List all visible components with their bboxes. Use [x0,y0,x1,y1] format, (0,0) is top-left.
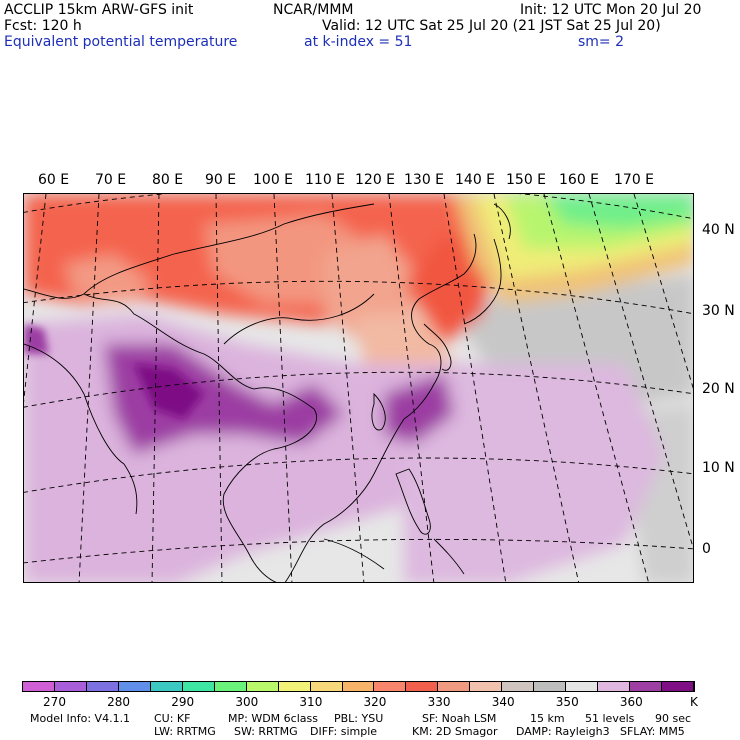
latitude-label: 10 N [702,460,735,476]
colorbar-tick-label: 320 [363,695,387,709]
model-info-item: Model Info: V4.1.1 [30,712,131,725]
colorbar-tick-label: 280 [107,695,131,709]
colorbar-segment [278,682,311,691]
longitude-label: 150 E [506,172,547,188]
longitude-label: 130 E [404,172,445,188]
colorbar-segment [470,682,503,691]
colorbar-segment [502,682,535,691]
model-info-item: 90 sec [655,712,692,725]
model-info-item: CU: KF [154,712,191,725]
organization: NCAR/MMM [273,2,354,18]
model-info-item: DIFF: simple [310,725,378,738]
longitude-label: 80 E [152,172,184,188]
colorbar [22,681,695,692]
forecast-hour: Fcst: 120 h [4,18,82,34]
coastlines [24,203,511,582]
colorbar-segment [566,682,599,691]
colorbar-segment [374,682,407,691]
colorbar-segment [630,682,663,691]
longitude-label: 140 E [455,172,496,188]
init-time: Init: 12 UTC Mon 20 Jul 20 [520,2,702,18]
model-info-item: PBL: YSU [334,712,384,725]
valid-time: Valid: 12 UTC Sat 25 Jul 20 (21 JST Sat … [322,18,661,34]
model-info-item: MP: WDM 6class [228,712,318,725]
colorbar-tick-label: 340 [491,695,515,709]
model-info-item: SF: Noah LSM [422,712,497,725]
colorbar-tick-label: 350 [555,695,579,709]
longitude-label: 120 E [355,172,396,188]
colorbar-segment [150,682,183,691]
colorbar-segment [54,682,87,691]
model-info-item: SW: RRTMG [234,725,298,738]
graticule [24,194,693,582]
colorbar-segment [118,682,151,691]
latitude-label: 20 N [702,381,735,397]
model-title: ACCLIP 15km ARW-GFS init [4,2,194,18]
colorbar-segment [182,682,215,691]
map-panel [23,193,694,583]
colorbar-unit: K [690,695,698,709]
latitude-label: 40 N [702,222,735,238]
smoothing-info: sm= 2 [578,34,625,50]
longitude-label: 90 E [205,172,237,188]
model-info-item: 15 km [530,712,565,725]
colorbar-segment [438,682,471,691]
colorbar-segment [406,682,439,691]
model-info-item: SFLAY: MM5 [620,725,685,738]
colorbar-segment [23,682,55,691]
model-info-item: DAMP: Rayleigh3 [516,725,610,738]
colorbar-tick-label: 360 [619,695,643,709]
colorbar-tick-label: 330 [427,695,451,709]
colorbar-tick-label: 300 [235,695,259,709]
model-info-item: 51 levels [585,712,635,725]
colorbar-segment [534,682,567,691]
colorbar-tick-label: 270 [43,695,66,709]
colorbar-tick-label: 310 [299,695,323,709]
level-info: at k-index = 51 [304,34,413,50]
colorbar-tick-label: 290 [171,695,195,709]
latitude-label: 30 N [702,303,735,319]
equivalent-potential-temperature-map [24,194,693,582]
longitude-label: 70 E [95,172,127,188]
longitude-label: 100 E [253,172,294,188]
model-info-item: KM: 2D Smagor [412,725,498,738]
colorbar-segment [310,682,343,691]
latitude-label: 0 [702,541,711,557]
colorbar-segment [86,682,119,691]
longitude-label: 60 E [38,172,70,188]
colorbar-segment [214,682,247,691]
longitude-label: 110 E [305,172,346,188]
colorbar-segment [598,682,631,691]
colorbar-segment [662,682,695,691]
colorbar-segment [246,682,279,691]
model-info-item: LW: RRTMG [154,725,216,738]
longitude-label: 170 E [614,172,655,188]
colorbar-segment [342,682,375,691]
longitude-label: 160 E [559,172,600,188]
field-name: Equivalent potential temperature [4,34,238,50]
